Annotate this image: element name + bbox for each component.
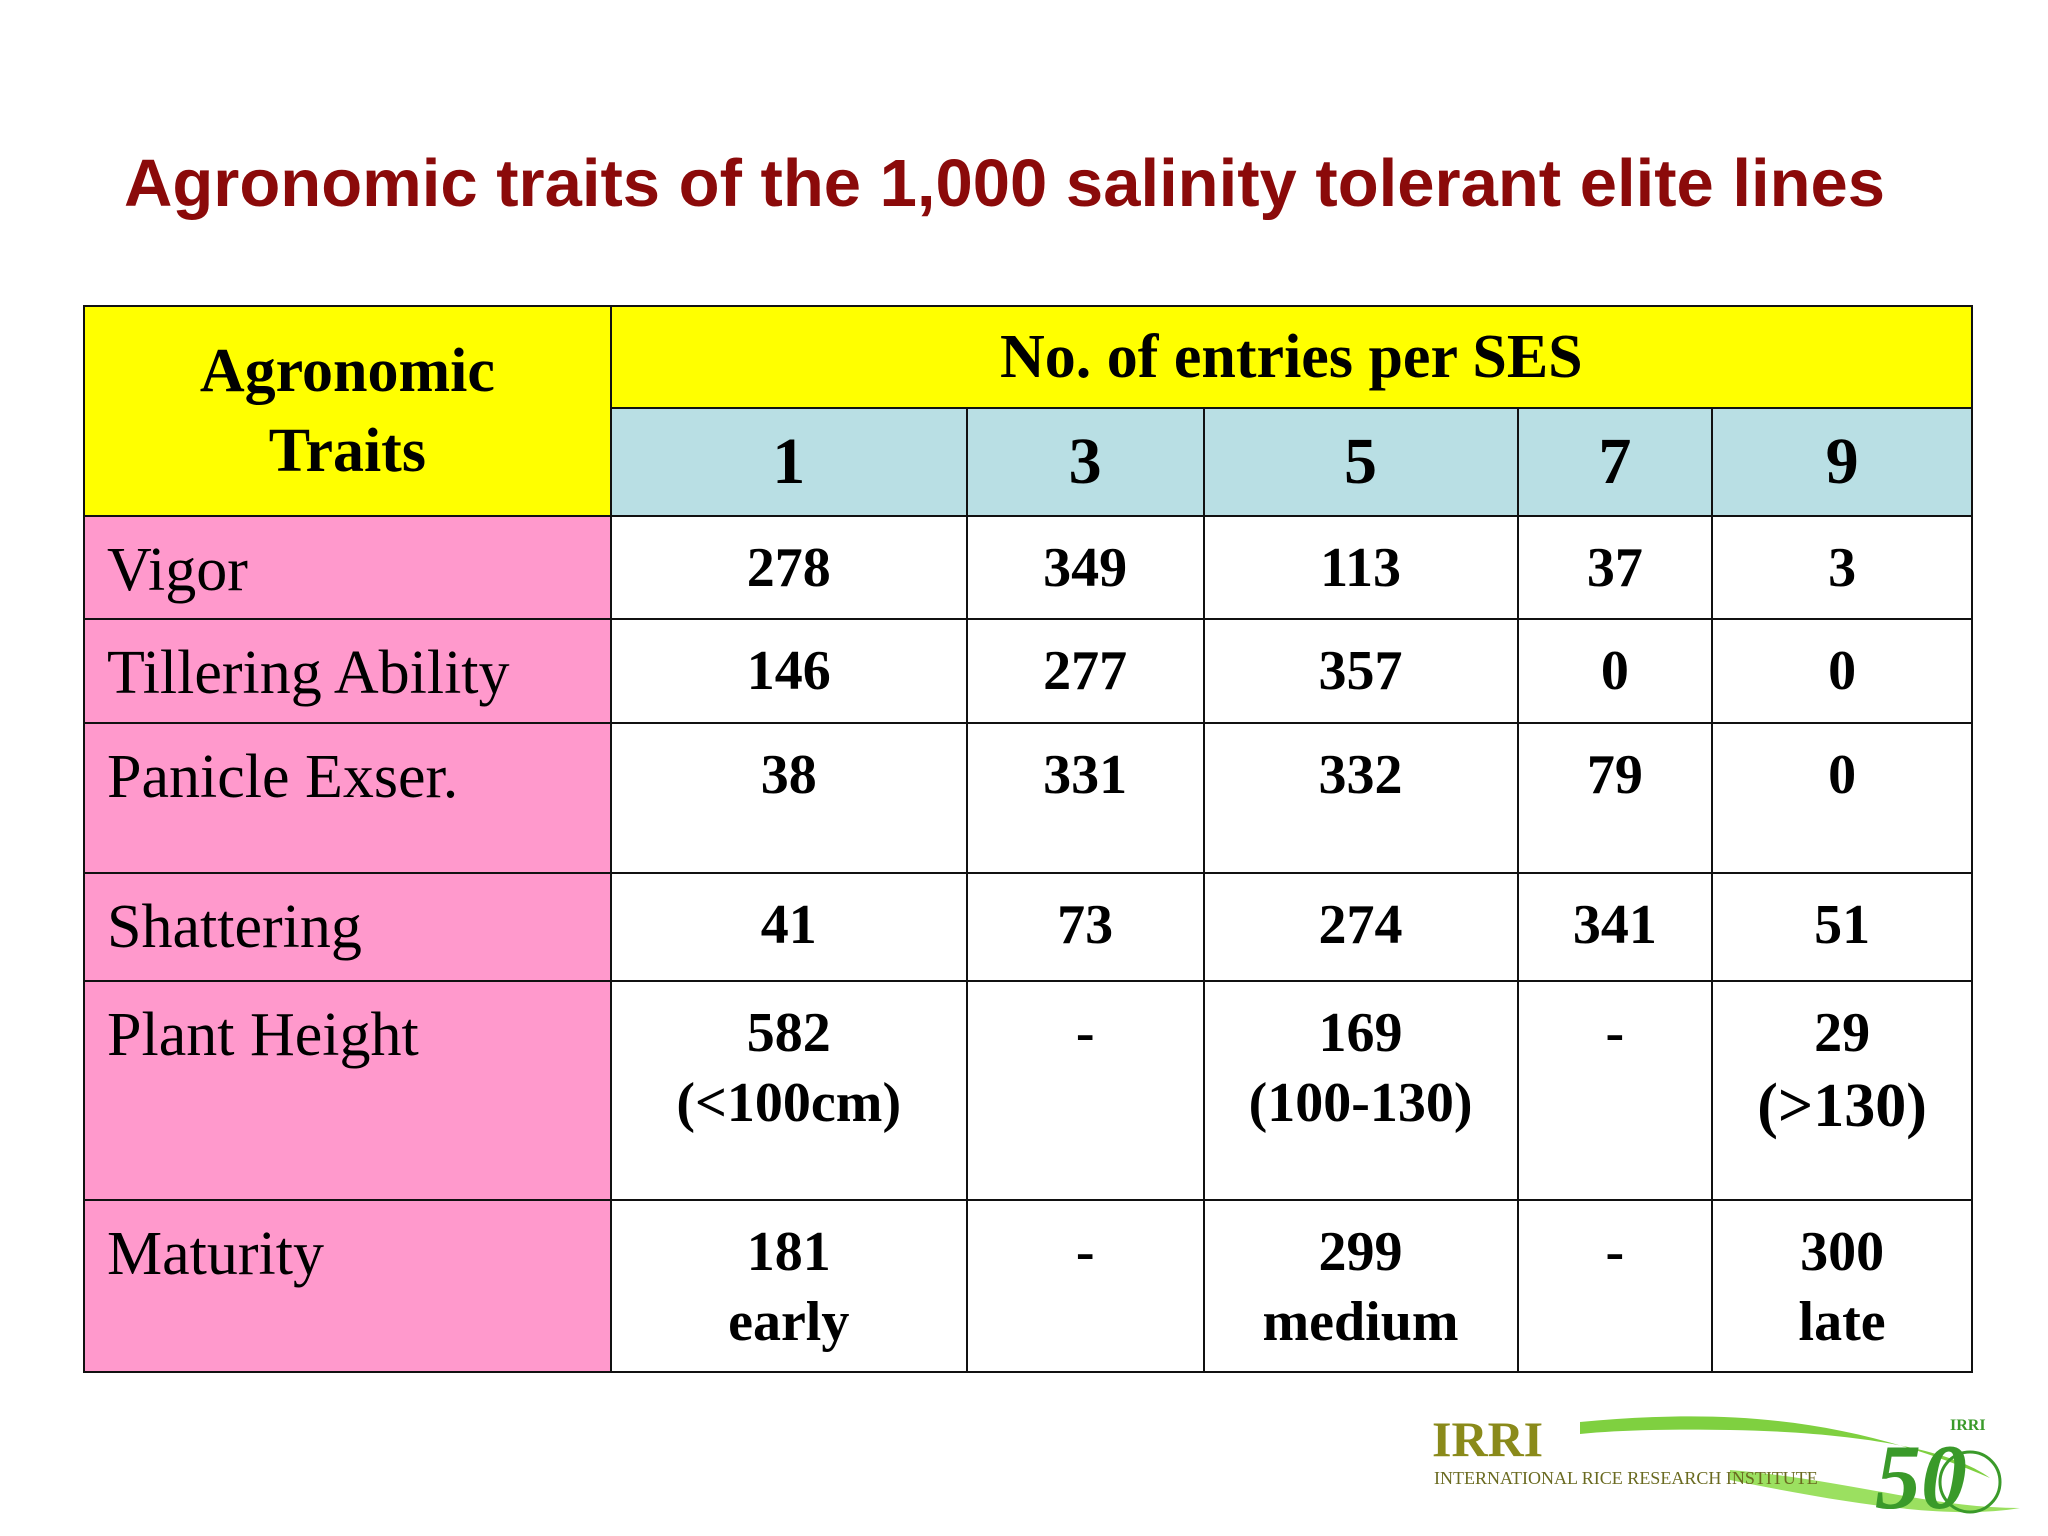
cell-value: 357 — [1318, 640, 1403, 702]
logo-swoosh-bottom — [1730, 1470, 2020, 1513]
cell-note: medium — [1262, 1291, 1459, 1353]
cell-ses-9: 300 late — [1711, 1199, 1973, 1373]
cell-value: 51 — [1814, 894, 1871, 956]
cell-ses-7: 79 — [1516, 722, 1714, 874]
cell-ses-7: 37 — [1516, 515, 1714, 620]
cell-value: 41 — [760, 894, 817, 956]
irri-logo: IRRI INTERNATIONAL RICE RESEARCH INSTITU… — [1432, 1411, 2020, 1526]
cell-ses-5: 113 — [1202, 515, 1519, 620]
trait-label: Shattering — [83, 872, 612, 982]
table-row: Shattering 41 73 274 341 51 — [83, 872, 1973, 982]
table-row: Plant Height 582 (<100cm) - 169 (100-130) - 29 (… — [83, 980, 1973, 1201]
cell-ses-7: 0 — [1516, 618, 1714, 724]
cell-value: 278 — [746, 537, 831, 599]
cell-value: 73 — [1057, 894, 1114, 956]
cell-value: 341 — [1572, 894, 1657, 956]
logo-anniversary-number: 50 — [1875, 1426, 1967, 1526]
cell-ses-5: 274 — [1202, 872, 1519, 982]
cell-value: 300 — [1800, 1221, 1885, 1283]
cell-ses-5: 169 (100-130) — [1202, 980, 1519, 1201]
cell-value: 146 — [746, 640, 831, 702]
cell-value: - — [1605, 1221, 1625, 1283]
cell-ses-5: 357 — [1202, 618, 1519, 724]
cell-value: 299 — [1318, 1221, 1403, 1283]
table-row: Tillering Ability 146 277 357 0 0 — [83, 618, 1973, 724]
header-ses-9: 9 — [1711, 407, 1973, 517]
header-agronomic-traits: Agronomic Traits — [83, 305, 612, 517]
cell-ses-1: 41 — [609, 872, 968, 982]
cell-ses-7: - — [1516, 980, 1714, 1201]
header-ses-7: 7 — [1516, 407, 1714, 517]
cell-value: 274 — [1318, 894, 1403, 956]
cell-ses-3: 73 — [965, 872, 1205, 982]
table-row: Maturity 181 early - 299 medium - 300 late — [83, 1199, 1973, 1373]
cell-ses-9: 0 — [1711, 618, 1973, 724]
table-row: Panicle Exser. 38 331 332 79 0 — [83, 722, 1973, 874]
header-ses-1: 1 — [609, 407, 968, 517]
cell-value: 0 — [1828, 640, 1857, 702]
cell-value: 277 — [1043, 640, 1128, 702]
logo-irri-subtitle: INTERNATIONAL RICE RESEARCH INSTITUTE — [1434, 1468, 1818, 1488]
cell-ses-9: 3 — [1711, 515, 1973, 620]
cell-ses-1: 582 (<100cm) — [609, 980, 968, 1201]
cell-ses-3: 331 — [965, 722, 1205, 874]
cell-ses-3: - — [965, 1199, 1205, 1373]
cell-value: 37 — [1586, 537, 1643, 599]
cell-ses-5: 299 medium — [1202, 1199, 1519, 1373]
cell-value: 29 — [1814, 1002, 1871, 1064]
cell-value: 169 — [1318, 1002, 1403, 1064]
cell-ses-1: 181 early — [609, 1199, 968, 1373]
cell-ses-1: 278 — [609, 515, 968, 620]
cell-note: (>130) — [1757, 1072, 1927, 1140]
cell-ses-1: 38 — [609, 722, 968, 874]
header-traits-line2: Traits — [268, 417, 426, 485]
cell-value: 113 — [1320, 537, 1401, 599]
cell-ses-9: 0 — [1711, 722, 1973, 874]
cell-ses-3: - — [965, 980, 1205, 1201]
cell-value: - — [1075, 1221, 1095, 1283]
cell-ses-3: 349 — [965, 515, 1205, 620]
cell-value: 3 — [1828, 537, 1857, 599]
cell-value: - — [1605, 1002, 1625, 1064]
cell-ses-9: 29 (>130) — [1711, 980, 1973, 1201]
cell-value: 181 — [746, 1221, 831, 1283]
cell-value: 331 — [1043, 744, 1128, 806]
cell-ses-3: 277 — [965, 618, 1205, 724]
cell-ses-7: 341 — [1516, 872, 1714, 982]
logo-badge-text: IRRI — [1950, 1417, 1986, 1434]
logo-irri-text: IRRI — [1432, 1411, 1543, 1467]
cell-note: late — [1798, 1291, 1886, 1353]
cell-value: 38 — [760, 744, 817, 806]
trait-label: Plant Height — [83, 980, 612, 1201]
trait-label: Tillering Ability — [83, 618, 612, 724]
cell-note: (<100cm) — [676, 1072, 902, 1134]
header-ses-3: 3 — [965, 407, 1205, 517]
header-entries-per-ses: No. of entries per SES — [609, 305, 1974, 409]
header-ses-5: 5 — [1202, 407, 1519, 517]
cell-ses-9: 51 — [1711, 872, 1973, 982]
cell-value: 349 — [1043, 537, 1128, 599]
cell-value: 79 — [1586, 744, 1643, 806]
cell-value: 332 — [1318, 744, 1403, 806]
trait-label: Vigor — [83, 515, 612, 620]
cell-ses-5: 332 — [1202, 722, 1519, 874]
cell-note: early — [728, 1291, 850, 1353]
cell-value: - — [1075, 1002, 1095, 1064]
table-row: Vigor 278 349 113 37 3 — [83, 515, 1973, 620]
trait-label: Maturity — [83, 1199, 612, 1373]
logo-globe-icon — [1938, 1450, 2002, 1514]
header-traits-line1: Agronomic — [199, 337, 495, 405]
cell-value: 0 — [1828, 744, 1857, 806]
agronomic-traits-table: Agronomic Traits No. of entries per SES … — [83, 305, 1974, 1373]
cell-ses-1: 146 — [609, 618, 968, 724]
page-title: Agronomic traits of the 1,000 salinity t… — [124, 146, 1886, 221]
cell-note: (100-130) — [1248, 1072, 1473, 1134]
trait-label: Panicle Exser. — [83, 722, 612, 874]
cell-ses-7: - — [1516, 1199, 1714, 1373]
cell-value: 582 — [746, 1002, 831, 1064]
logo-swoosh-top — [1580, 1416, 1990, 1478]
cell-value: 0 — [1600, 640, 1629, 702]
